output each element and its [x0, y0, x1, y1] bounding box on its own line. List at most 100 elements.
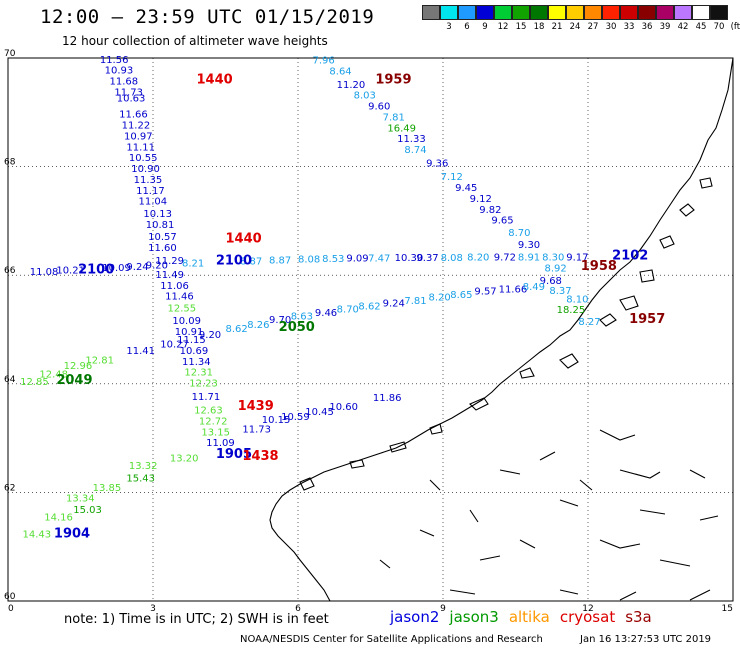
pass-time-label: 2100 [78, 263, 114, 278]
color-scale-bar [422, 5, 728, 20]
color-swatch [476, 5, 494, 20]
page-subtitle: 12 hour collection of altimeter wave hei… [62, 34, 328, 48]
wave-height-value: 10.63 [117, 93, 146, 104]
color-scale-label: 27 [587, 22, 599, 32]
pass-time-label: 2100 [216, 253, 252, 268]
wave-height-value: 9.12 [470, 194, 492, 205]
pass-time-label: 2050 [279, 320, 315, 335]
color-swatch [602, 5, 620, 20]
wave-height-value: 9.46 [315, 308, 337, 319]
wave-height-value: 12.48 [39, 369, 68, 380]
wave-height-value: 9.57 [474, 287, 496, 298]
wave-height-value: 12.55 [168, 304, 197, 315]
wave-height-value: 8.49 [523, 282, 545, 293]
wave-height-value: 11.06 [160, 281, 189, 292]
wave-height-value: 11.86 [373, 393, 402, 404]
wave-height-value: 13.34 [66, 494, 95, 505]
wave-height-value: 8.37 [549, 286, 571, 297]
wave-height-value: 11.66 [119, 110, 148, 121]
wave-height-value: 10.57 [148, 232, 177, 243]
wave-height-value: 11.08 [30, 267, 59, 278]
wave-height-value: 9.24 [383, 299, 405, 310]
wave-height-value: 8.70 [337, 305, 359, 316]
pass-time-label: 2049 [56, 373, 92, 388]
coastline [269, 57, 734, 602]
wave-height-value: 11.73 [114, 87, 143, 98]
color-scale-label: 39 [659, 22, 671, 32]
x-tick-label: 3 [150, 604, 156, 614]
color-swatch [710, 5, 728, 20]
wave-height-value: 11.22 [122, 121, 151, 132]
wave-height-value: 9.36 [426, 159, 448, 170]
wave-height-value: 10.21 [56, 266, 85, 277]
wave-height-value: 15.43 [126, 474, 155, 485]
color-scale-label: 24 [569, 22, 581, 32]
wave-height-value: 10.91 [175, 327, 204, 338]
color-scale-label: 45 [695, 22, 707, 32]
wave-height-value: 12.63 [194, 406, 223, 417]
color-swatch [620, 5, 638, 20]
color-swatch [494, 5, 512, 20]
wave-height-value: 11.15 [177, 335, 206, 346]
wave-height-value: 8.87 [269, 255, 291, 266]
legend-item-jason2: jason2 [390, 608, 440, 626]
wave-height-value: 8.62 [358, 301, 380, 312]
wave-height-value: 11.41 [126, 346, 155, 357]
wave-height-value: 11.60 [148, 243, 177, 254]
y-tick-label: 62 [4, 483, 15, 493]
wave-height-value: 11.68 [110, 77, 139, 88]
wave-height-value: 10.90 [131, 164, 160, 175]
wave-height-value: 8.64 [329, 66, 351, 77]
wave-height-value: 11.56 [100, 55, 129, 66]
color-swatch [512, 5, 530, 20]
color-swatch [566, 5, 584, 20]
pass-time-label: 1904 [54, 526, 90, 541]
wave-height-value: 7.81 [404, 296, 426, 307]
color-scale-label: 36 [641, 22, 653, 32]
color-swatch [638, 5, 656, 20]
pass-time-label: 1958 [581, 259, 617, 274]
color-scale-label: 6 [464, 22, 470, 32]
wave-height-value: 10.55 [129, 153, 158, 164]
color-swatch [656, 5, 674, 20]
wave-height-value: 9.65 [491, 216, 513, 227]
wave-height-value: 8.20 [429, 293, 451, 304]
y-tick-label: 70 [4, 49, 16, 59]
color-scale-label: 3 [446, 22, 452, 32]
wave-height-value: 10.97 [124, 131, 153, 142]
wave-height-value: 15.03 [73, 505, 102, 516]
wave-height-value: 9.70 [269, 315, 291, 326]
color-swatch [548, 5, 566, 20]
pass-time-label: 1439 [238, 399, 274, 414]
map-frame [7, 57, 734, 602]
footer-timestamp: Jan 16 13:27:53 UTC 2019 [580, 634, 712, 645]
color-scale-label: 30 [605, 22, 617, 32]
wave-height-value: 9.30 [518, 240, 540, 251]
color-scale-label: 15 [515, 22, 527, 32]
wave-height-value: 12.81 [85, 356, 114, 367]
wave-height-value: 14.16 [44, 513, 73, 524]
wave-height-value: 9.20 [146, 261, 168, 272]
wave-height-value: 8.91 [518, 253, 540, 264]
wave-height-value: 10.45 [305, 407, 334, 418]
wave-height-value: 9.72 [494, 253, 516, 264]
wave-height-value: 11.46 [165, 292, 194, 303]
wave-height-value: 10.60 [329, 402, 358, 413]
color-swatch [440, 5, 458, 20]
legend-item-jason3: jason3 [449, 608, 499, 626]
pass-time-label: 1440 [226, 232, 262, 247]
wave-height-value: 11.66 [499, 285, 528, 296]
axis-ticks: 0 3 6 9 12 15 70 68 66 64 62 60 [4, 49, 733, 614]
wave-height-value: 13.32 [129, 461, 158, 472]
wave-height-value: 8.30 [542, 253, 564, 264]
wave-height-value: 10.69 [180, 346, 209, 357]
wave-height-value: 8.26 [247, 320, 269, 331]
wave-height-value: 11.73 [242, 425, 271, 436]
wave-height-value: 10.30 [395, 253, 424, 264]
lat-lon-grid [8, 58, 733, 601]
pass-time-label: 2102 [612, 248, 648, 263]
